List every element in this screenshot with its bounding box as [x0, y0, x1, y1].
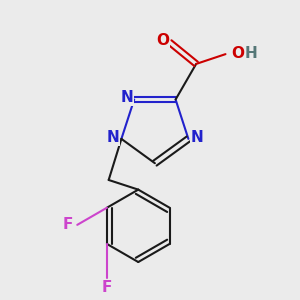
Text: H: H — [244, 46, 257, 61]
Text: N: N — [191, 130, 204, 146]
Text: O: O — [232, 46, 245, 61]
Text: O: O — [156, 33, 170, 48]
Text: N: N — [106, 130, 119, 146]
Text: N: N — [121, 90, 134, 105]
Text: F: F — [62, 218, 73, 232]
Text: F: F — [102, 280, 112, 296]
